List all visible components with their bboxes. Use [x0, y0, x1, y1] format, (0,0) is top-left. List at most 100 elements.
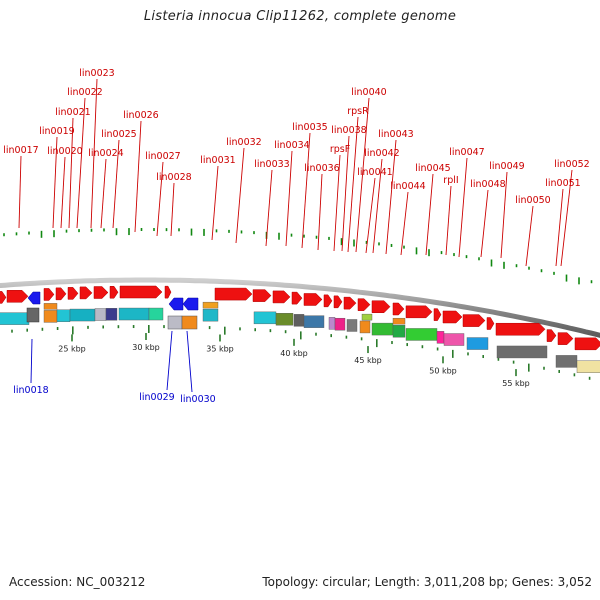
forward-cds-arrow [462, 314, 486, 327]
forward-cds-arrow [79, 286, 93, 300]
scale-tick-label: 25 kbp [58, 344, 86, 353]
gene-label-lin0027: lin0027 [145, 151, 180, 162]
gene-label-lin0049: lin0049 [489, 161, 524, 172]
cog-band-secondary [361, 313, 373, 321]
forward-cds-arrow [67, 287, 79, 300]
forward-cds-arrow [557, 332, 574, 345]
cog-band [371, 322, 394, 336]
gene-label-lin0032: lin0032 [226, 137, 261, 148]
forward-cds-arrow [343, 296, 357, 310]
gene-leader-line [480, 189, 489, 258]
cog-band [293, 314, 305, 327]
gene-leader-line [186, 330, 193, 393]
gene-leader-line [211, 165, 219, 241]
gene-leader-line [166, 330, 173, 391]
reverse-cog-box [26, 307, 40, 323]
reverse-cds-arrow [168, 297, 184, 311]
gene-label-lin0050: lin0050 [515, 195, 550, 206]
forward-cds-arrow [495, 322, 546, 336]
gene-leader-line [235, 147, 245, 244]
scale-tick-label: 35 kbp [206, 344, 234, 353]
gene-leader-line [285, 150, 293, 247]
forward-cds-arrow [303, 293, 323, 306]
cog-band [253, 311, 277, 325]
gene-leader-line [555, 188, 564, 267]
gene-label-lin0024: lin0024 [88, 148, 123, 159]
forward-cds-arrow [546, 329, 557, 342]
cog-band [405, 328, 438, 341]
forward-cds-arrow [55, 287, 67, 301]
reverse-cog-box [167, 315, 183, 330]
cog-band [69, 308, 96, 322]
cog-band-secondary [43, 303, 58, 310]
gene-label-rplI: rplI [443, 175, 458, 186]
gene-leader-line [68, 117, 74, 229]
gene-leader-line [317, 173, 323, 251]
gene-label-lin0019: lin0019 [39, 126, 74, 137]
cog-band [275, 313, 294, 326]
gene-leader-line [458, 157, 468, 258]
gene-leader-line [400, 191, 409, 256]
gene-label-lin0034: lin0034 [274, 140, 309, 151]
gene-label-lin0030: lin0030 [180, 394, 215, 405]
gene-leader-line [372, 158, 383, 254]
gene-leader-line [170, 182, 175, 237]
gene-leader-line [425, 173, 434, 256]
gene-label-lin0020: lin0020 [47, 146, 82, 157]
gene-label-lin0017: lin0017 [3, 145, 38, 156]
cog-band [436, 331, 445, 344]
gene-label-lin0021: lin0021 [55, 107, 90, 118]
map-title: Listeria innocua Clip11262, complete gen… [143, 9, 457, 24]
gene-label-lin0041: lin0041 [357, 167, 392, 178]
gene-label-lin0033: lin0033 [254, 159, 289, 170]
reverse-cds-arrow [27, 291, 41, 305]
reverse-cog-box [181, 315, 198, 330]
gene-label-lin0047: lin0047 [449, 147, 484, 158]
gene-leader-line [301, 132, 311, 249]
gene-leader-line [385, 139, 397, 255]
scale-tick-label: 30 kbp [132, 343, 160, 352]
gene-label-lin0045: lin0045 [415, 163, 450, 174]
gene-leader-line [90, 78, 98, 229]
forward-cds-arrow [486, 317, 495, 330]
cog-band [43, 310, 58, 323]
gene-leader-line [341, 135, 350, 252]
forward-cds-arrow [0, 291, 7, 304]
gene-leader-line [265, 169, 273, 247]
scale-tick-label: 45 kbp [354, 356, 382, 365]
gene-label-lin0023: lin0023 [79, 68, 114, 79]
cog-band [346, 319, 358, 332]
gene-label-lin0025: lin0025 [101, 129, 136, 140]
forward-cds-arrow [252, 289, 272, 302]
cog-band [334, 317, 346, 331]
forward-cds-arrow [43, 288, 55, 301]
cog-band-secondary [202, 301, 219, 309]
gene-leader-line [525, 205, 534, 267]
reverse-cds-track [26, 291, 199, 330]
scale-tick-label: 55 kbp [502, 379, 530, 388]
cog-band [56, 309, 71, 322]
gene-leader-line [500, 171, 508, 259]
gene-label-lin0022: lin0022 [67, 87, 102, 98]
gene-label-lin0043: lin0043 [378, 129, 413, 140]
cog-band [202, 308, 219, 322]
cog-band [576, 360, 600, 373]
forward-cds-arrow [93, 286, 109, 299]
gene-label-lin0051: lin0051 [545, 178, 580, 189]
gene-label-lin0048: lin0048 [470, 179, 505, 190]
gene-leader-line [347, 116, 359, 253]
gene-label-lin0042: lin0042 [364, 148, 399, 159]
gene-label-lin0040: lin0040 [351, 87, 386, 98]
forward-cds-arrow [6, 290, 29, 303]
scale-tick-label: 40 kbp [280, 349, 308, 358]
cog-band [148, 307, 164, 321]
forward-cds-arrow [164, 285, 172, 299]
cog-band [94, 308, 107, 321]
gene-leader-line [560, 169, 573, 267]
cog-band [303, 315, 325, 328]
forward-cds-arrow [405, 305, 433, 319]
forward-cds-arrow [357, 298, 371, 311]
gc-skew-track [3, 228, 593, 380]
